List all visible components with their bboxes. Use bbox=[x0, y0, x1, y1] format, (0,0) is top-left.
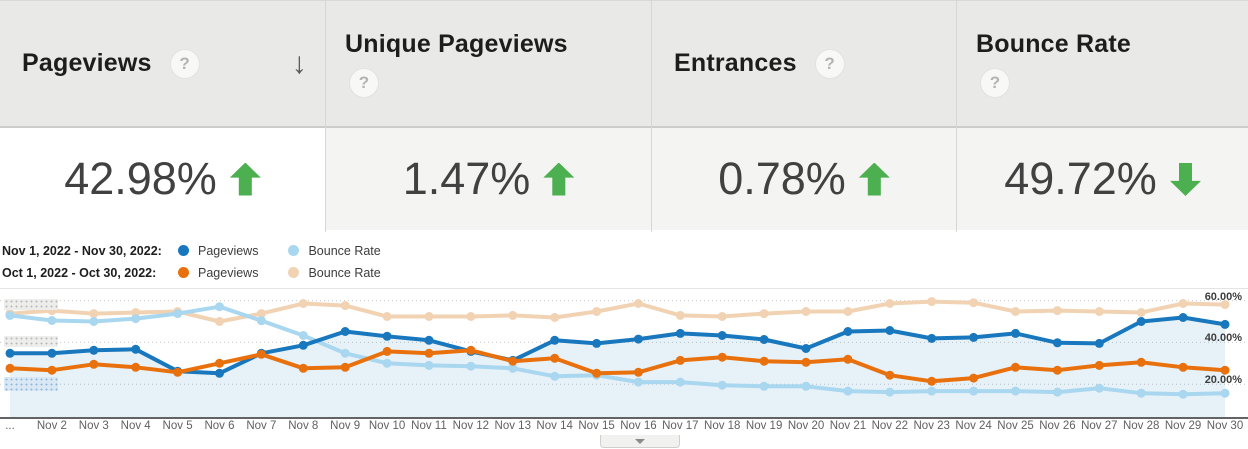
redacted-axis-label bbox=[4, 336, 58, 347]
x-tick-label: Nov 7 bbox=[246, 420, 277, 432]
sort-descending-icon[interactable]: ↓ bbox=[291, 46, 307, 80]
x-tick-label: Nov 10 bbox=[368, 420, 406, 432]
redacted-axis-label bbox=[4, 299, 58, 310]
metric-value: 49.72% bbox=[1004, 153, 1157, 204]
x-tick-label: Nov 4 bbox=[120, 420, 151, 432]
x-tick-label: Nov 22 bbox=[871, 420, 909, 432]
metric-header-unique-pageviews[interactable]: Unique Pageviews ? bbox=[326, 0, 651, 128]
y-tick-label: 60.00% bbox=[1204, 290, 1242, 303]
metric-value-pageviews: 42.98% bbox=[0, 128, 325, 230]
x-tick-label: Nov 12 bbox=[452, 420, 490, 432]
x-tick-label: Nov 9 bbox=[330, 420, 361, 432]
chart-legend: Nov 1, 2022 - Nov 30, 2022: Pageviews Bo… bbox=[2, 241, 407, 282]
metric-value: 0.78% bbox=[718, 153, 846, 204]
x-tick-label: Nov 11 bbox=[411, 420, 447, 432]
x-tick-label: Nov 17 bbox=[662, 420, 699, 432]
chevron-down-icon bbox=[635, 438, 645, 444]
trend-up-icon bbox=[858, 162, 890, 196]
x-tick-label: Nov 23 bbox=[913, 420, 950, 432]
x-tick-label: Nov 3 bbox=[78, 420, 109, 432]
x-tick-label: Nov 26 bbox=[1039, 420, 1076, 432]
legend-series-label[interactable]: Bounce Rate bbox=[308, 265, 381, 280]
x-tick-label: Nov 20 bbox=[787, 420, 825, 432]
metric-column-entrances: Entrances ? 0.78% bbox=[652, 0, 957, 232]
metric-header-bounce-rate[interactable]: Bounce Rate ? bbox=[957, 0, 1248, 128]
x-tick-label: ... bbox=[5, 420, 15, 432]
timeline-chart[interactable]: 60.00% 40.00% 20.00% bbox=[0, 288, 1248, 419]
metric-value: 1.47% bbox=[402, 153, 531, 204]
x-tick-label: Nov 16 bbox=[620, 420, 657, 432]
x-tick-label: Nov 13 bbox=[494, 420, 531, 432]
x-tick-label: Nov 8 bbox=[288, 420, 319, 432]
help-icon[interactable]: ? bbox=[814, 48, 845, 79]
series-dot-nov-pageviews[interactable] bbox=[178, 245, 189, 256]
chart-collapse-button[interactable] bbox=[600, 435, 680, 448]
y-tick-label: 40.00% bbox=[1204, 332, 1242, 345]
legend-date-range: Oct 1, 2022 - Oct 30, 2022: bbox=[2, 265, 157, 280]
x-tick-label: Nov 29 bbox=[1164, 420, 1202, 432]
x-tick-label: Nov 24 bbox=[955, 420, 992, 432]
x-tick-label: Nov 18 bbox=[704, 420, 741, 432]
trend-up-icon bbox=[543, 162, 575, 196]
metric-column-pageviews: Pageviews ? ↓ 42.98% bbox=[0, 0, 326, 232]
metric-column-unique-pageviews: Unique Pageviews ? 1.47% bbox=[326, 0, 652, 232]
x-tick-label: Nov 28 bbox=[1122, 420, 1160, 432]
help-icon[interactable]: ? bbox=[169, 48, 200, 79]
x-tick-label: Nov 15 bbox=[578, 420, 615, 432]
metric-label: Unique Pageviews bbox=[345, 29, 568, 58]
line-chart-canvas[interactable] bbox=[0, 289, 1248, 419]
metric-value-entrances: 0.78% bbox=[652, 128, 956, 230]
y-tick-label: 20.00% bbox=[1204, 374, 1242, 387]
metric-value-unique-pageviews: 1.47% bbox=[326, 128, 651, 230]
x-tick-label: Nov 19 bbox=[745, 420, 783, 432]
metric-label: Pageviews bbox=[22, 49, 152, 77]
x-tick-label: Nov 2 bbox=[36, 420, 67, 432]
x-tick-label: Nov 21 bbox=[829, 420, 867, 432]
x-tick-label: Nov 6 bbox=[204, 420, 235, 432]
metric-header-entrances[interactable]: Entrances ? bbox=[652, 0, 956, 128]
help-icon[interactable]: ? bbox=[980, 67, 1010, 98]
trend-down-icon bbox=[1170, 163, 1201, 196]
metric-label: Entrances bbox=[674, 49, 797, 77]
metrics-table: Pageviews ? ↓ 42.98% Unique Pageviews ? … bbox=[0, 0, 1248, 232]
metric-column-bounce-rate: Bounce Rate ? 49.72% bbox=[957, 0, 1248, 232]
x-tick-label: Nov 30 bbox=[1206, 420, 1244, 432]
x-axis-labels: ... Nov 2 Nov 3 Nov 4 Nov 5 Nov 6 Nov 7 Nov 8 No… bbox=[0, 420, 1248, 434]
metric-value: 42.98% bbox=[64, 153, 217, 204]
metric-header-pageviews[interactable]: Pageviews ? ↓ bbox=[0, 0, 325, 128]
legend-series-label[interactable]: Pageviews bbox=[198, 243, 259, 258]
legend-row-current-period: Nov 1, 2022 - Nov 30, 2022: Pageviews Bo… bbox=[2, 241, 407, 260]
trend-up-icon bbox=[229, 162, 261, 196]
x-tick-label: Nov 5 bbox=[162, 420, 193, 432]
x-tick-label: Nov 25 bbox=[997, 420, 1034, 432]
x-tick-label: Nov 27 bbox=[1081, 420, 1118, 432]
redacted-axis-label bbox=[4, 377, 58, 391]
legend-date-range: Nov 1, 2022 - Nov 30, 2022: bbox=[2, 243, 162, 258]
series-dot-oct-pageviews[interactable] bbox=[178, 267, 189, 278]
legend-series-label[interactable]: Pageviews bbox=[198, 265, 259, 280]
metric-value-bounce-rate: 49.72% bbox=[957, 128, 1248, 230]
legend-series-label[interactable]: Bounce Rate bbox=[308, 243, 381, 258]
series-dot-oct-bounce-rate[interactable] bbox=[288, 267, 300, 278]
metric-label: Bounce Rate bbox=[976, 29, 1132, 58]
help-icon[interactable]: ? bbox=[349, 67, 379, 98]
x-tick-label: Nov 14 bbox=[536, 420, 573, 432]
legend-row-comparison-period: Oct 1, 2022 - Oct 30, 2022: Pageviews Bo… bbox=[2, 263, 407, 282]
series-dot-nov-bounce-rate[interactable] bbox=[288, 245, 300, 256]
